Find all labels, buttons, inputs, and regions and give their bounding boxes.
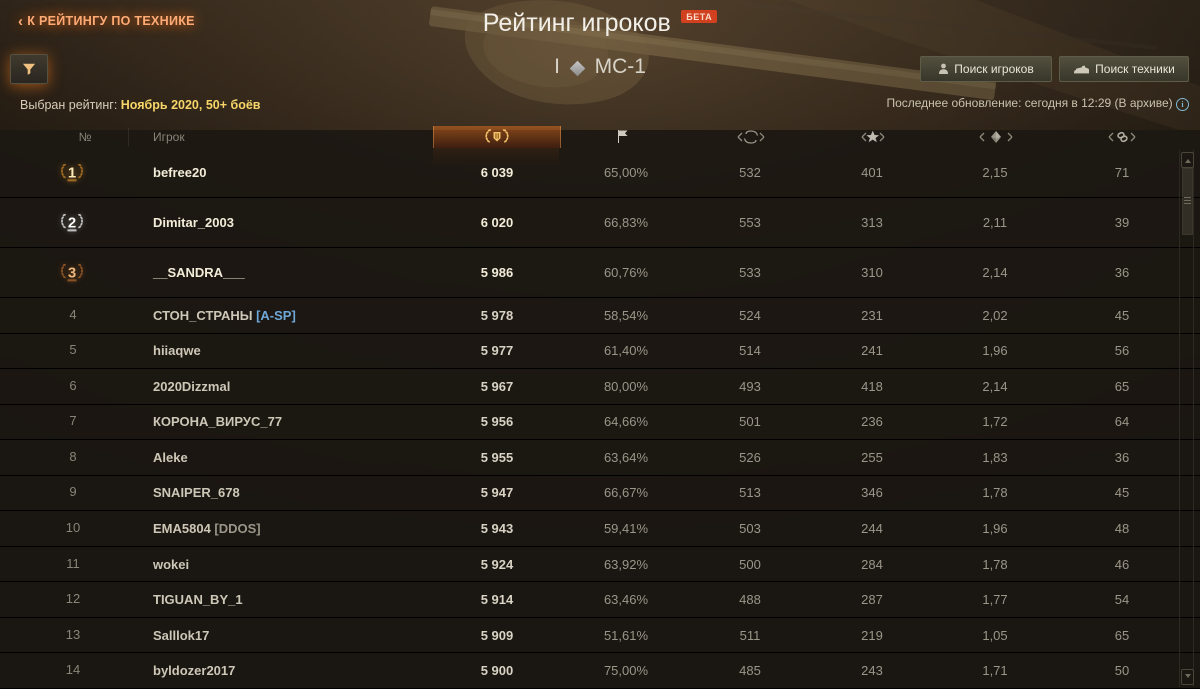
svg-text:3: 3 [68, 265, 76, 282]
svg-text:1: 1 [68, 165, 76, 182]
svg-text:2: 2 [68, 215, 76, 232]
